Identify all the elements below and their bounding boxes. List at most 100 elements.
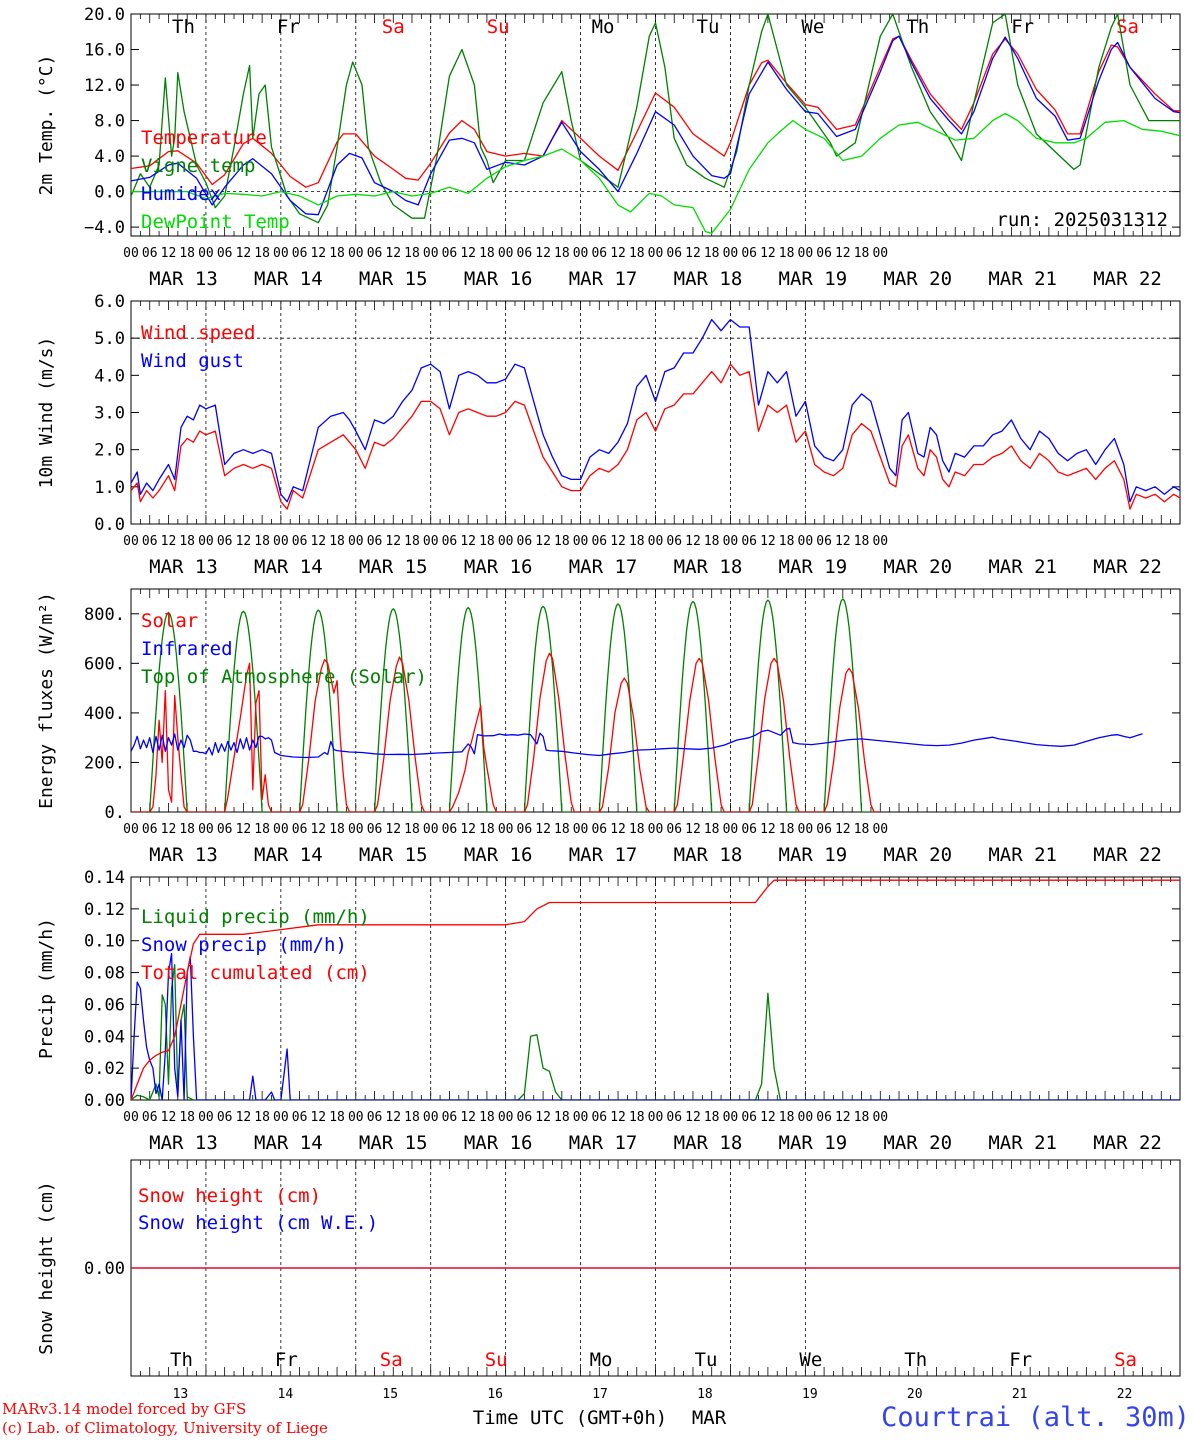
x-hour-label: 18 bbox=[479, 1110, 495, 1125]
x-hour-label: 18 bbox=[179, 1110, 195, 1125]
y-tick-label: 1.0 bbox=[94, 478, 125, 498]
x-hour-label: 06 bbox=[591, 822, 607, 837]
x-hour-label: 06 bbox=[142, 246, 158, 261]
x-hour-label: 12 bbox=[310, 534, 326, 549]
y-tick-label: 0.00 bbox=[84, 1091, 125, 1111]
series-line-solar bbox=[131, 652, 881, 812]
day-number-label: 13 bbox=[173, 1387, 189, 1402]
x-date-label: MAR 17 bbox=[569, 844, 638, 866]
x-date-label: MAR 13 bbox=[149, 268, 218, 290]
x-hour-label: 00 bbox=[723, 246, 739, 261]
x-hour-label: 00 bbox=[798, 534, 814, 549]
x-hour-label: 18 bbox=[779, 246, 795, 261]
x-hour-label: 06 bbox=[741, 1110, 757, 1125]
weekday-label: Fr bbox=[277, 16, 300, 38]
x-hour-label: 12 bbox=[236, 1110, 252, 1125]
x-hour-label: 00 bbox=[423, 822, 439, 837]
x-date-label: MAR 15 bbox=[359, 268, 428, 290]
x-hour-label: 06 bbox=[666, 1110, 682, 1125]
y-tick-label: 6.0 bbox=[94, 292, 125, 312]
x-hour-label: 18 bbox=[254, 534, 270, 549]
y-tick-label: 5.0 bbox=[94, 329, 125, 349]
x-hour-label: 06 bbox=[442, 1110, 458, 1125]
x-date-label: MAR 17 bbox=[569, 1132, 638, 1154]
x-hour-label: 18 bbox=[629, 1110, 645, 1125]
day-number-label: 19 bbox=[802, 1387, 818, 1402]
x-hour-label: 00 bbox=[498, 534, 514, 549]
x-date-label: MAR 16 bbox=[464, 556, 533, 578]
x-hour-label: 00 bbox=[423, 534, 439, 549]
x-hour-label: 00 bbox=[723, 822, 739, 837]
x-hour-label: 12 bbox=[835, 246, 851, 261]
day-number-label: 15 bbox=[382, 1387, 398, 1402]
weekday-label: Sa bbox=[380, 1349, 403, 1371]
y-tick-label: 200. bbox=[84, 753, 125, 773]
weekday-label: We bbox=[799, 1349, 822, 1371]
y-tick-label: 2.0 bbox=[94, 441, 125, 461]
x-hour-label: 00 bbox=[648, 822, 664, 837]
x-hour-label: 00 bbox=[123, 822, 139, 837]
x-hour-label: 00 bbox=[498, 246, 514, 261]
weekday-label: Su bbox=[487, 16, 510, 38]
bottom-axis: 13 14 15 16 17 18 19 20 21 22 Time UTC (GMT+0h) MAR… bbox=[2, 1387, 1190, 1437]
x-hour-label: 18 bbox=[704, 1110, 720, 1125]
x-hour-label: 18 bbox=[254, 822, 270, 837]
x-hour-label: 06 bbox=[741, 822, 757, 837]
x-hour-label: 06 bbox=[591, 534, 607, 549]
x-date-label: MAR 18 bbox=[674, 268, 743, 290]
weekday-label: Su bbox=[485, 1349, 508, 1371]
y-axis-label: Energy fluxes (W/m²) bbox=[36, 592, 57, 809]
x-hour-label: 12 bbox=[310, 822, 326, 837]
y-tick-label: 0.04 bbox=[84, 1027, 125, 1047]
legend-entry: Snow precip (mm/h) bbox=[141, 934, 347, 956]
x-date-label: MAR 21 bbox=[988, 556, 1057, 578]
x-date-label: MAR 15 bbox=[359, 556, 428, 578]
x-date-label: MAR 17 bbox=[569, 268, 638, 290]
x-hour-label: 06 bbox=[442, 822, 458, 837]
x-date-label: MAR 17 bbox=[569, 556, 638, 578]
x-hour-label: 18 bbox=[404, 534, 420, 549]
x-hour-label: 12 bbox=[236, 822, 252, 837]
x-hour-label: 12 bbox=[610, 1110, 626, 1125]
weekday-label: Mo bbox=[590, 1349, 613, 1371]
x-hour-label: 12 bbox=[236, 534, 252, 549]
series-group bbox=[131, 879, 1180, 1100]
panel-3: 0. 200. 400. 600. 800. Energy fluxes (W/m²) 00… bbox=[36, 588, 1181, 866]
x-hour-label: 12 bbox=[385, 1110, 401, 1125]
x-hour-label: 06 bbox=[367, 1110, 383, 1125]
x-hour-label: 00 bbox=[872, 1110, 888, 1125]
series-line-top-of-atmosphere-solar bbox=[131, 598, 881, 812]
x-hour-label: 12 bbox=[535, 246, 551, 261]
x-hour-label: 00 bbox=[723, 1110, 739, 1125]
x-hour-label: 00 bbox=[798, 1110, 814, 1125]
x-date-label: MAR 18 bbox=[674, 556, 743, 578]
x-hour-label: 12 bbox=[610, 534, 626, 549]
x-hour-label: 06 bbox=[741, 246, 757, 261]
legend-entry: Solar bbox=[141, 610, 198, 632]
x-hour-label: 06 bbox=[816, 822, 832, 837]
x-hour-label: 00 bbox=[648, 246, 664, 261]
x-hour-label: 06 bbox=[741, 534, 757, 549]
x-hour-label: 18 bbox=[629, 246, 645, 261]
x-hour-label: 12 bbox=[685, 1110, 701, 1125]
x-date-label: MAR 14 bbox=[254, 844, 323, 866]
day-number-label: 14 bbox=[278, 1387, 294, 1402]
x-hour-label: 00 bbox=[798, 246, 814, 261]
x-hour-label: 18 bbox=[329, 822, 345, 837]
x-hour-label: 00 bbox=[423, 1110, 439, 1125]
x-hour-label: 06 bbox=[816, 246, 832, 261]
x-hour-label: 00 bbox=[198, 246, 214, 261]
x-hour-label: 12 bbox=[161, 246, 177, 261]
day-number-label: 17 bbox=[592, 1387, 608, 1402]
series-line-snow-precip-mm-h bbox=[131, 952, 1180, 1100]
x-hour-label: 06 bbox=[367, 534, 383, 549]
x-hour-label: 12 bbox=[835, 822, 851, 837]
legend-entry: Wind speed bbox=[141, 322, 255, 344]
weekday-label: Th bbox=[170, 1349, 193, 1371]
x-hour-label: 00 bbox=[872, 246, 888, 261]
x-hour-label: 18 bbox=[329, 246, 345, 261]
y-tick-label: 800. bbox=[84, 605, 125, 625]
y-tick-label: 400. bbox=[84, 704, 125, 724]
